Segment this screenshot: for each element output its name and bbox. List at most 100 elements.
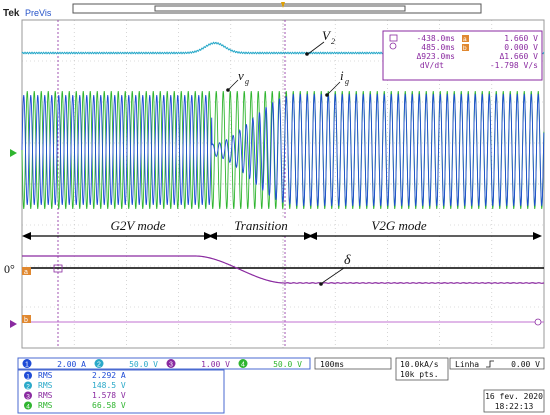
- delta-label: δ: [344, 253, 351, 268]
- cursor-b-time: 485.0ms: [421, 43, 455, 52]
- vg-label-subscript: g: [245, 77, 249, 86]
- ref-b-label: b: [24, 317, 28, 324]
- timebase-box[interactable]: [314, 357, 392, 370]
- ch4-ground-marker-icon[interactable]: [10, 149, 17, 157]
- acquisition-box[interactable]: [395, 357, 449, 381]
- record-view-window[interactable]: [154, 5, 406, 12]
- channel-1-scale[interactable]: 1 2.00 A: [22, 359, 87, 369]
- cursor-delta-value: Δ1.660 V: [499, 52, 538, 61]
- measurement-channel-number: 1: [26, 373, 30, 380]
- cursor-a-badge-letter: a: [463, 36, 467, 43]
- trigger-box[interactable]: [449, 357, 545, 370]
- trigger-level: 0.00 V: [511, 360, 540, 369]
- channel-2-scale-value: 50.0 V: [129, 360, 158, 369]
- channel-4-badge-icon: [238, 359, 248, 368]
- timebase-value: 100ms: [320, 360, 344, 369]
- cursor-a-badge: [462, 35, 469, 42]
- measurement-label: RMS: [38, 401, 53, 410]
- channel-3-scale-value: 1.00 V: [201, 360, 230, 369]
- measurement-channel-badge-icon: [24, 391, 32, 400]
- mode-arrows: G2V mode Transition V2G mode: [22, 218, 542, 240]
- v2-pointer-dot: [305, 52, 309, 56]
- date-value: 16 fev. 2020: [485, 392, 543, 401]
- vg-label: v: [238, 68, 244, 83]
- cursor-a-time: -438.0ms: [416, 34, 455, 43]
- measurement-row: 4 RMS 66.58 V: [24, 401, 126, 410]
- measurement-row: 2 RMS 148.5 V: [24, 381, 126, 390]
- measurement-row: 3 RMS 1.578 V: [24, 391, 126, 400]
- channel-4-scale-value: 50.0 V: [273, 360, 302, 369]
- measurement-label: RMS: [38, 391, 53, 400]
- v2-label: V: [322, 28, 332, 43]
- slope-label: dV/dt: [420, 61, 444, 70]
- v2g-mode-label: V2G mode: [371, 218, 426, 233]
- trigger-source: Linha: [455, 360, 479, 369]
- measurement-channel-badge-icon: [24, 371, 32, 380]
- channel-2-badge-icon: [94, 359, 104, 368]
- cursor-b-value: 0.000 V: [504, 43, 538, 52]
- delta-waveform: [22, 255, 545, 284]
- channel-3-scale[interactable]: 3 1.00 V: [166, 359, 231, 369]
- measurement-channel-badge-icon: [24, 401, 32, 410]
- cursor-b-handle[interactable]: [534, 318, 542, 326]
- channel-2-number: 2: [97, 362, 101, 369]
- zero-degree-label: 0°: [4, 262, 15, 276]
- channel-3-number: 3: [169, 362, 173, 369]
- delta-pointer-dot: [319, 282, 323, 286]
- measurement-label: RMS: [38, 381, 53, 390]
- delta-pointer: [321, 267, 345, 284]
- channel-4-scale[interactable]: 4 50.0 V: [238, 359, 303, 369]
- vg-pointer: [228, 79, 239, 90]
- measurement-row: 1 RMS 2.292 A: [24, 371, 126, 380]
- time-value: 18:22:13: [495, 402, 534, 411]
- trigger-position-icon: [281, 2, 285, 8]
- v2-pointer: [307, 41, 325, 55]
- record-position-bar[interactable]: [72, 3, 482, 14]
- measurement-value: 148.5 V: [92, 381, 126, 390]
- ref-a-marker: [22, 267, 31, 275]
- ig-pointer-dot: [325, 93, 329, 97]
- ref-a-label: a: [24, 269, 28, 276]
- cursor-readout-panel: -438.0ms 485.0ms Δ923.0ms dV/dt a b 1.66…: [382, 30, 543, 81]
- ig-label-subscript: g: [345, 77, 349, 86]
- measurement-value: 2.292 A: [92, 371, 126, 380]
- channel-3-badge-icon: [166, 359, 176, 368]
- rising-edge-icon: [486, 360, 494, 368]
- measurement-value: 66.58 V: [92, 401, 126, 410]
- channel-1-badge-icon: [22, 359, 32, 368]
- channel-1-number: 1: [25, 362, 29, 369]
- ref-b-marker: [22, 315, 31, 323]
- cursor-b-circle-icon: [389, 42, 397, 50]
- measurement-panel: 1 RMS 2.292 A 2 RMS 148.5 V 3 RMS 1.578 V 4 RMS 66.…: [17, 369, 225, 414]
- channel-4-number: 4: [241, 362, 245, 369]
- cursor-a-square-icon: [389, 34, 398, 42]
- g2v-mode-label: G2V mode: [110, 218, 165, 233]
- ig-pointer: [327, 81, 341, 95]
- ch3-ground-marker-icon[interactable]: [10, 320, 17, 328]
- cursor-a-handle[interactable]: [53, 264, 63, 273]
- slope-value: -1.798 V/s: [490, 61, 538, 70]
- measurement-channel-number: 4: [26, 403, 30, 410]
- cursor-b-badge: [462, 44, 469, 51]
- ig-label: i: [340, 68, 344, 83]
- record-length: 10k pts.: [400, 370, 439, 379]
- transition-label: Transition: [234, 218, 287, 233]
- v2-label-subscript: 2: [331, 37, 335, 46]
- channel-2-scale[interactable]: 2 50.0 V: [94, 359, 159, 369]
- measurement-value: 1.578 V: [92, 391, 126, 400]
- cursor-b-badge-letter: b: [463, 45, 467, 52]
- cursor-a-value: 1.660 V: [504, 34, 538, 43]
- channel-scale-bar[interactable]: 1 2.00 A 2 50.0 V 3 1.00 V 4 50.0 V: [17, 357, 311, 370]
- datetime-box: [483, 389, 545, 413]
- measurement-channel-number: 2: [26, 383, 30, 390]
- vg-pointer-dot: [226, 88, 230, 92]
- measurement-channel-badge-icon: [24, 381, 32, 390]
- cursor-delta-time: Δ923.0ms: [416, 52, 455, 61]
- brand-logo: Tek: [3, 8, 20, 19]
- measurement-label: RMS: [38, 371, 53, 380]
- ig-waveform: [21, 93, 545, 207]
- measurement-channel-number: 3: [26, 393, 30, 400]
- graticule-border: [21, 19, 545, 349]
- brand-subtitle: PreVis: [25, 8, 52, 18]
